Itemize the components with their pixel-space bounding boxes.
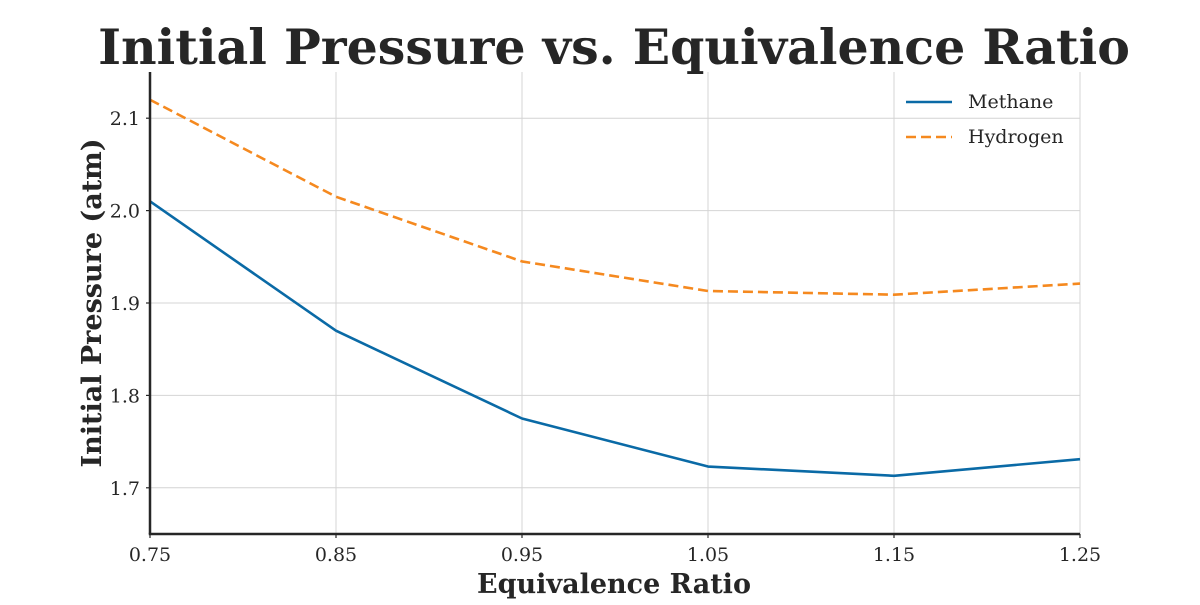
grid — [149, 72, 1081, 534]
chart-title: Initial Pressure vs. Equivalence Ratio — [98, 18, 1130, 76]
methane-line — [149, 200, 1081, 478]
y-axis-title: Initial Pressure (atm) — [77, 138, 108, 467]
tick-labels: 0.75 0.85 0.95 1.05 1.15 1.25 1.7 1.8 1.9 2.0 2.1 — [110, 108, 1101, 566]
x-tick-label: 0.75 — [129, 544, 171, 566]
hydrogen-line — [149, 98, 1081, 296]
y-tick-label: 1.7 — [110, 478, 140, 500]
x-tick-label: 1.25 — [1059, 544, 1101, 566]
y-tick-label: 2.0 — [110, 201, 140, 223]
x-tick-label: 1.05 — [687, 544, 729, 566]
x-tick-label: 0.85 — [315, 544, 357, 566]
x-axis-title: Equivalence Ratio — [477, 569, 751, 600]
y-tick-label: 1.9 — [110, 293, 140, 315]
legend-label-hydrogen: Hydrogen — [968, 126, 1064, 148]
series-lines — [149, 98, 1081, 478]
x-tick-label: 1.15 — [873, 544, 915, 566]
legend-label-methane: Methane — [968, 91, 1053, 113]
x-tick-label: 0.95 — [501, 544, 543, 566]
y-tick-label: 2.1 — [110, 108, 140, 130]
y-tick-label: 1.8 — [110, 385, 140, 407]
legend: Methane Hydrogen — [906, 91, 1064, 148]
